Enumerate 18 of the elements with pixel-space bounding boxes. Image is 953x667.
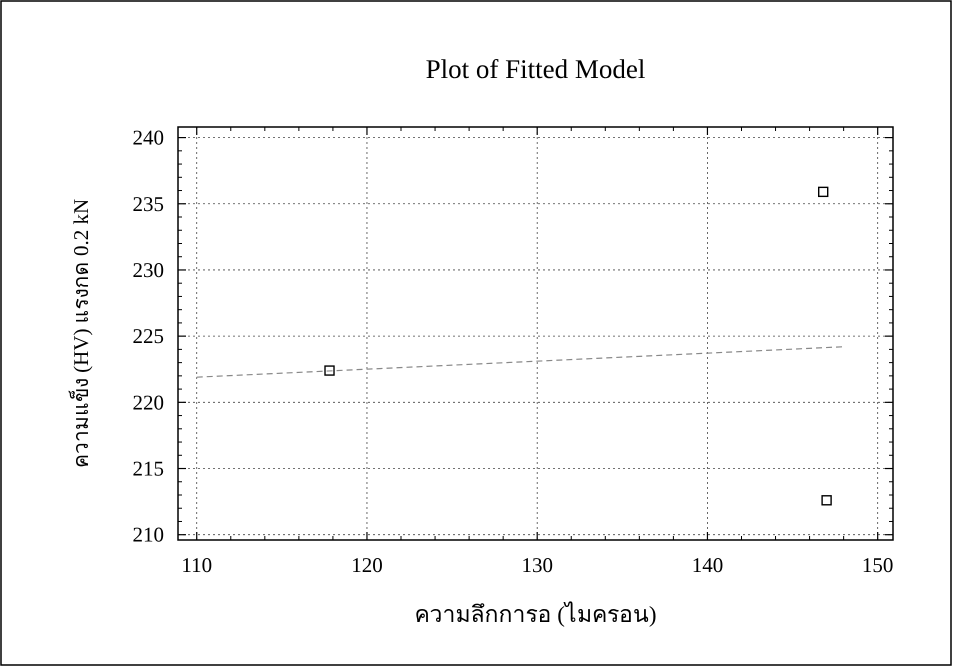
y-tick-label: 235 [132,192,164,216]
point [821,495,832,506]
x-tick-label: 120 [351,553,383,577]
x-axis-title: ความลึกการอ (ไมครอน) [414,601,657,627]
y-tick-label: 240 [132,126,164,150]
chart-title: Plot of Fitted Model [426,54,646,84]
y-axis-title: ความแข็ง (HV) แรงกด 0.2 kN [67,198,93,468]
point [818,186,828,198]
y-tick-label: 210 [132,522,164,547]
x-tick-label: 140 [692,553,724,577]
x-tick-label: 150 [862,553,894,577]
y-tick-label: 215 [132,456,164,481]
y-tick-label: 225 [132,324,164,348]
point [324,365,335,376]
y-tick-label: 220 [132,390,164,414]
x-tick-label: 110 [181,553,212,577]
y-tick-label: 230 [132,258,164,282]
x-tick-label: 130 [521,553,553,577]
